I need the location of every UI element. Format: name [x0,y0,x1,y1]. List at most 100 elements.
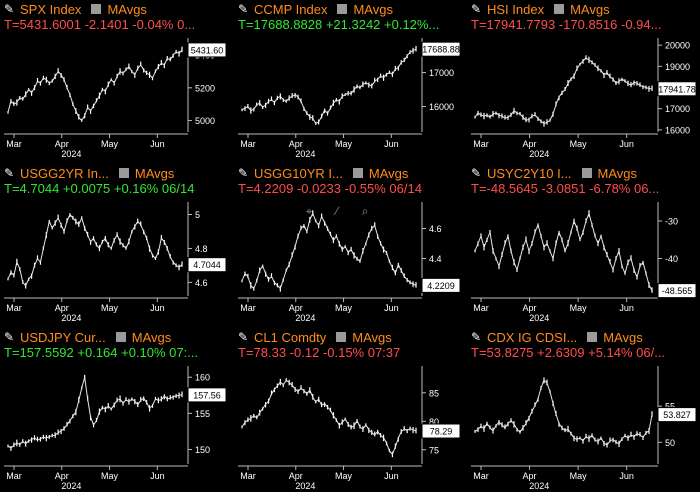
ticker-label[interactable]: HSI Index [487,1,545,17]
price-line-segment [22,94,27,100]
mavgs-checkbox[interactable] [352,168,363,178]
price-line-segment [594,439,599,443]
price-line-segment [528,115,533,120]
price-line-segment [504,116,509,119]
pencil-icon[interactable]: ✎ [3,330,15,344]
ticker-label[interactable]: USGG2YR In... [20,165,109,181]
price-line-segment [624,80,629,84]
price-line-segment [600,235,605,248]
ticker-label[interactable]: USDJPY Cur... [20,329,106,345]
price-line-segment [618,78,623,82]
price-line-segment [540,235,545,248]
ticker-label[interactable]: CDX IG CDSI... [487,329,578,345]
price-line-segment [116,234,121,242]
chart-panel[interactable]: ✎ SPX Index MAvgs T=5431.6001 -2.1401 -0.04… [0,0,230,160]
price-line-segment [279,279,284,289]
chart-panel[interactable]: ✎ USGG10YR I... MAvgs T=4.2209 -0.0233 -0.5… [234,164,464,324]
pencil-icon[interactable]: ✎ [237,330,249,344]
price-line-segment [383,249,387,253]
ticker-label[interactable]: CL1 Comdty [254,329,327,345]
price-line-segment [621,435,626,440]
mavgs-label[interactable]: MAvgs [368,165,409,181]
price-line-segment [489,427,494,432]
pencil-icon[interactable]: ✎ [470,166,482,180]
price-line-segment [591,61,596,66]
price-chart[interactable]: 75 80 85 Mar Apr May Jun 2024 78.29 [234,362,464,492]
price-line-segment [540,379,545,389]
mavgs-checkbox[interactable] [337,4,348,14]
mavgs-checkbox[interactable] [554,4,565,14]
ticker-label[interactable]: USGG10YR I... [254,165,343,181]
mavgs-checkbox[interactable] [118,168,129,178]
chart-panel[interactable]: ✎ CCMP Index MAvgs T=17688.8828 +21.3242 +0… [234,0,464,160]
mavgs-label[interactable]: MAvgs [570,1,610,17]
crosshair-icon[interactable]: ⌖ [305,204,313,218]
price-line-segment [104,405,109,410]
mavgs-label[interactable]: MAvgs [134,165,175,181]
pencil-icon[interactable]: ✎ [237,166,249,180]
chart-panel[interactable]: ✎ CL1 Comdty MAvgs T=78.33 -0.12 -0.15% 07:… [234,328,464,492]
x-tick-label: Jun [384,471,399,481]
chart-panel[interactable]: ✎ HSI Index MAvgs T=17941.7793 -170.8516 -0… [467,0,700,160]
ticker-label[interactable]: CCMP Index [254,1,328,17]
price-line-segment [579,232,584,240]
mavgs-label[interactable]: MAvgs [597,165,638,181]
price-chart[interactable]: -30 -40 Mar Apr May Jun 2024 -48.565 [467,198,700,324]
price-line-segment [37,80,41,84]
price-line-segment [131,398,136,402]
y-tick-label: 80 [429,417,439,427]
price-chart[interactable]: 150 155 160 Mar Apr May Jun 2024 157.56 [0,362,230,492]
price-chart[interactable]: 500052005400MarAprMayJun20245431.60 [0,34,230,160]
year-label: 2024 [295,149,315,159]
price-line-segment [268,276,272,280]
mavgs-checkbox[interactable] [91,4,102,14]
chart-panel[interactable]: ✎ CDX IG CDSI... MAvgs T=53.8275 +2.6309 +5… [467,328,700,492]
pencil-icon[interactable]: ✎ [470,2,482,16]
mavgs-checkbox[interactable] [587,332,598,342]
price-line-segment [510,420,515,425]
price-chart[interactable]: 16000 17000 Mar Apr May Jun 2024 17688.88 [234,34,464,160]
mavgs-checkbox[interactable] [581,168,592,178]
ticker-label[interactable]: USYC2Y10 I... [487,165,572,181]
mavgs-label[interactable]: MAvgs [107,1,147,17]
chart-panel[interactable]: ✎ USDJPY Cur... MAvgs T=157.5592 +0.164 +0.… [0,328,230,492]
pencil-icon[interactable]: ✎ [3,2,15,16]
y-tick-label: 5200 [195,83,215,93]
x-tick-label: Jun [619,303,634,313]
price-line-segment [149,405,153,409]
chart-panel[interactable]: ✎ USYC2Y10 I... MAvgs T=-48.5645 -3.0851 -6… [467,164,700,324]
price-line-segment [291,246,296,256]
mavgs-label[interactable]: MAvgs [603,329,643,345]
price-line-segment [140,64,145,71]
price-line-segment [274,97,278,103]
price-line-segment [69,94,74,105]
price-line-segment [43,77,47,81]
mavgs-label[interactable]: MAvgs [352,329,392,345]
mavgs-checkbox[interactable] [115,332,126,342]
line-draw-icon[interactable]: ∕ [335,204,338,218]
price-line-segment [588,434,593,440]
chart-panel[interactable]: ✎ USGG2YR In... MAvgs T=4.7044 +0.0075 +0.1… [0,164,230,324]
price-chart[interactable]: 50 55 Mar Apr May Jun 2024 53.827 [467,362,700,492]
price-chart[interactable]: 4.6 4.8 5 Mar Apr May Jun 2024 4.7044 [0,198,230,324]
pencil-icon[interactable]: ✎ [470,330,482,344]
ticker-label[interactable]: SPX Index [20,1,82,17]
pencil-icon[interactable]: ✎ [237,2,249,16]
quote-line: T=5431.6001 -2.1401 -0.04% 0... [4,17,196,32]
mavgs-label[interactable]: MAvgs [131,329,172,345]
price-line-segment [342,94,346,97]
price-line-segment [81,115,86,121]
price-line-segment [250,285,255,289]
price-line-segment [119,71,124,74]
price-line-segment [353,85,358,90]
price-chart[interactable]: 1600017000180001900020000MarAprMayJun202… [467,34,700,160]
quote-line: T=-48.5645 -3.0851 -6.78% 06... [471,181,660,196]
price-line-segment [606,72,611,78]
zoom-icon[interactable]: ⌕ [361,204,369,218]
price-line-segment [570,433,575,439]
mavgs-checkbox[interactable] [336,332,347,342]
x-tick-label: Jun [384,303,399,313]
pencil-icon[interactable]: ✎ [3,166,15,180]
mavgs-label[interactable]: MAvgs [353,1,393,17]
